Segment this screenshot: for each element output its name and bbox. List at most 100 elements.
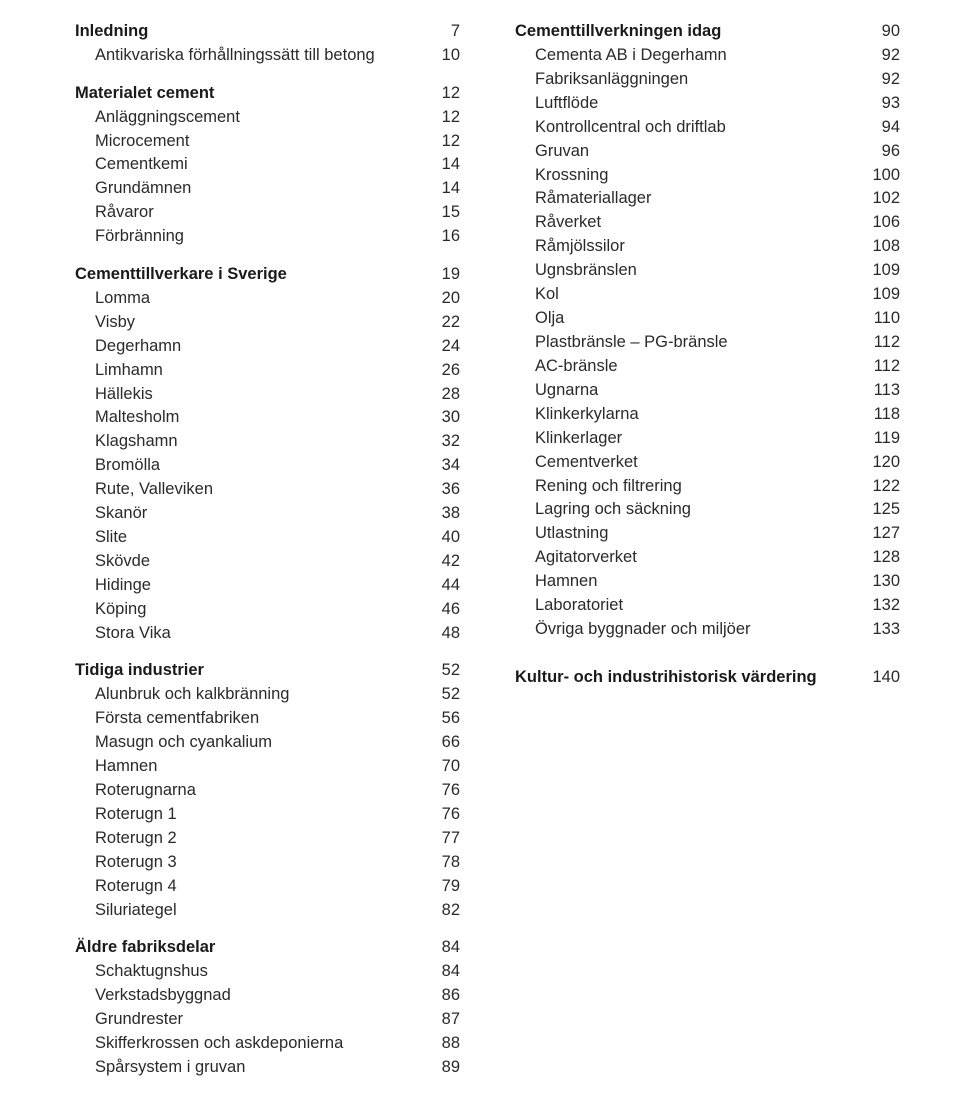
toc-subitem: Slite xyxy=(75,526,127,550)
toc-entry: Fabriksanläggningen92 xyxy=(515,68,900,92)
toc-subitem: Roterugn 3 xyxy=(75,851,177,875)
toc-subitem: Spårsystem i gruvan xyxy=(75,1056,245,1080)
toc-page-number: 92 xyxy=(882,44,900,68)
toc-entry: AC-bränsle112 xyxy=(515,355,900,379)
toc-entry: Utlastning 127 xyxy=(515,522,900,546)
toc-page-number: 10 xyxy=(442,44,460,68)
toc-entry: Kontrollcentral och driftlab94 xyxy=(515,116,900,140)
toc-subitem: Råmateriallager xyxy=(515,187,651,211)
section-gap xyxy=(75,249,460,263)
toc-subitem: Råverket xyxy=(515,211,601,235)
toc-subitem: Siluriategel xyxy=(75,899,177,923)
toc-page-number: 12 xyxy=(442,130,460,154)
toc-subitem: Roterugn 1 xyxy=(75,803,177,827)
toc-entry: Lagring och säckning 125 xyxy=(515,498,900,522)
toc-page-number: 14 xyxy=(442,153,460,177)
toc-entry: Verkstadsbyggnad86 xyxy=(75,984,460,1008)
toc-subitem: Ugnarna xyxy=(515,379,598,403)
toc-page-number: 112 xyxy=(874,331,900,355)
toc-subitem: Fabriksanläggningen xyxy=(515,68,688,92)
toc-page-number: 125 xyxy=(872,498,900,522)
toc-entry: Slite40 xyxy=(75,526,460,550)
section-gap xyxy=(515,642,900,666)
toc-page-number: 15 xyxy=(442,201,460,225)
toc-page-number: 128 xyxy=(872,546,900,570)
toc-entry: Laboratoriet132 xyxy=(515,594,900,618)
toc-page-number: 93 xyxy=(882,92,900,116)
toc-subitem: Bromölla xyxy=(75,454,160,478)
toc-entry: Cementtillverkare i Sverige19 xyxy=(75,263,460,287)
toc-page-number: 12 xyxy=(442,106,460,130)
toc-entry: Kultur- och industrihistorisk värdering1… xyxy=(515,666,900,690)
toc-page-number: 28 xyxy=(442,383,460,407)
toc-page-number: 112 xyxy=(874,355,900,379)
toc-entry: Ugnarna113 xyxy=(515,379,900,403)
toc-page-number: 77 xyxy=(442,827,460,851)
toc-subitem: Skifferkrossen och askdeponierna xyxy=(75,1032,343,1056)
toc-entry: Råmjölssilor108 xyxy=(515,235,900,259)
toc-entry: Skifferkrossen och askdeponierna 88 xyxy=(75,1032,460,1056)
toc-subitem: Utlastning xyxy=(515,522,608,546)
toc-subitem: Grundämnen xyxy=(75,177,191,201)
toc-page-number: 38 xyxy=(442,502,460,526)
toc-page-number: 108 xyxy=(872,235,900,259)
toc-heading: Kultur- och industrihistorisk värdering xyxy=(515,666,817,690)
toc-subitem: Cementkemi xyxy=(75,153,188,177)
toc-entry: Hamnen130 xyxy=(515,570,900,594)
toc-page-number: 122 xyxy=(872,475,900,499)
toc-page-number: 20 xyxy=(442,287,460,311)
toc-subitem: Maltesholm xyxy=(75,406,179,430)
toc-page-number: 133 xyxy=(872,618,900,642)
toc-entry: Siluriategel82 xyxy=(75,899,460,923)
section-gap xyxy=(75,68,460,82)
toc-entry: Roterugn 1 76 xyxy=(75,803,460,827)
toc-entry: Cementkemi 14 xyxy=(75,153,460,177)
toc-heading: Cementtillverkningen idag xyxy=(515,20,721,44)
toc-page-number: 76 xyxy=(442,803,460,827)
toc-page-number: 100 xyxy=(872,164,900,188)
toc-entry: Råmateriallager 102 xyxy=(515,187,900,211)
toc-page-number: 70 xyxy=(442,755,460,779)
toc-entry: Ugnsbränslen109 xyxy=(515,259,900,283)
toc-subitem: Lagring och säckning xyxy=(515,498,691,522)
toc-entry: Första cementfabriken56 xyxy=(75,707,460,731)
left-column: Inledning7Antikvariska förhållningssätt … xyxy=(75,20,460,1080)
toc-subitem: Antikvariska förhållningssätt till beton… xyxy=(75,44,375,68)
toc-entry: Äldre fabriksdelar84 xyxy=(75,936,460,960)
toc-subitem: Visby xyxy=(75,311,135,335)
toc-subitem: Skanör xyxy=(75,502,147,526)
toc-entry: Roterugnarna76 xyxy=(75,779,460,803)
toc-page-number: 109 xyxy=(872,259,900,283)
toc-page-number: 102 xyxy=(872,187,900,211)
toc-page-number: 88 xyxy=(442,1032,460,1056)
toc-entry: Alunbruk och kalkbränning52 xyxy=(75,683,460,707)
toc-page-number: 12 xyxy=(442,82,460,106)
toc-entry: Microcement 12 xyxy=(75,130,460,154)
toc-subitem: Klinkerkylarna xyxy=(515,403,639,427)
toc-page-number: 52 xyxy=(442,659,460,683)
toc-entry: Klinkerkylarna118 xyxy=(515,403,900,427)
toc-page-number: 89 xyxy=(442,1056,460,1080)
toc-entry: Lomma20 xyxy=(75,287,460,311)
toc-page-number: 90 xyxy=(882,20,900,44)
toc-subitem: Kontrollcentral och driftlab xyxy=(515,116,726,140)
toc-page-number: 22 xyxy=(442,311,460,335)
toc-entry: Bromölla 34 xyxy=(75,454,460,478)
toc-entry: Roterugn 378 xyxy=(75,851,460,875)
toc-subitem: Hamnen xyxy=(515,570,597,594)
toc-subitem: Microcement xyxy=(75,130,189,154)
toc-entry: Hidinge44 xyxy=(75,574,460,598)
toc-entry: Förbränning16 xyxy=(75,225,460,249)
toc-page-number: 34 xyxy=(442,454,460,478)
toc-subitem: Luftflöde xyxy=(515,92,598,116)
toc-subitem: Roterugn 4 xyxy=(75,875,177,899)
section-gap xyxy=(75,646,460,660)
toc-page-number: 127 xyxy=(872,522,900,546)
toc-entry: Stora Vika48 xyxy=(75,622,460,646)
toc-page-number: 66 xyxy=(442,731,460,755)
toc-page-number: 46 xyxy=(442,598,460,622)
toc-subitem: Förbränning xyxy=(75,225,184,249)
toc-page-number: 42 xyxy=(442,550,460,574)
toc-entry: Tidiga industrier52 xyxy=(75,659,460,683)
toc-entry: Spårsystem i gruvan 89 xyxy=(75,1056,460,1080)
